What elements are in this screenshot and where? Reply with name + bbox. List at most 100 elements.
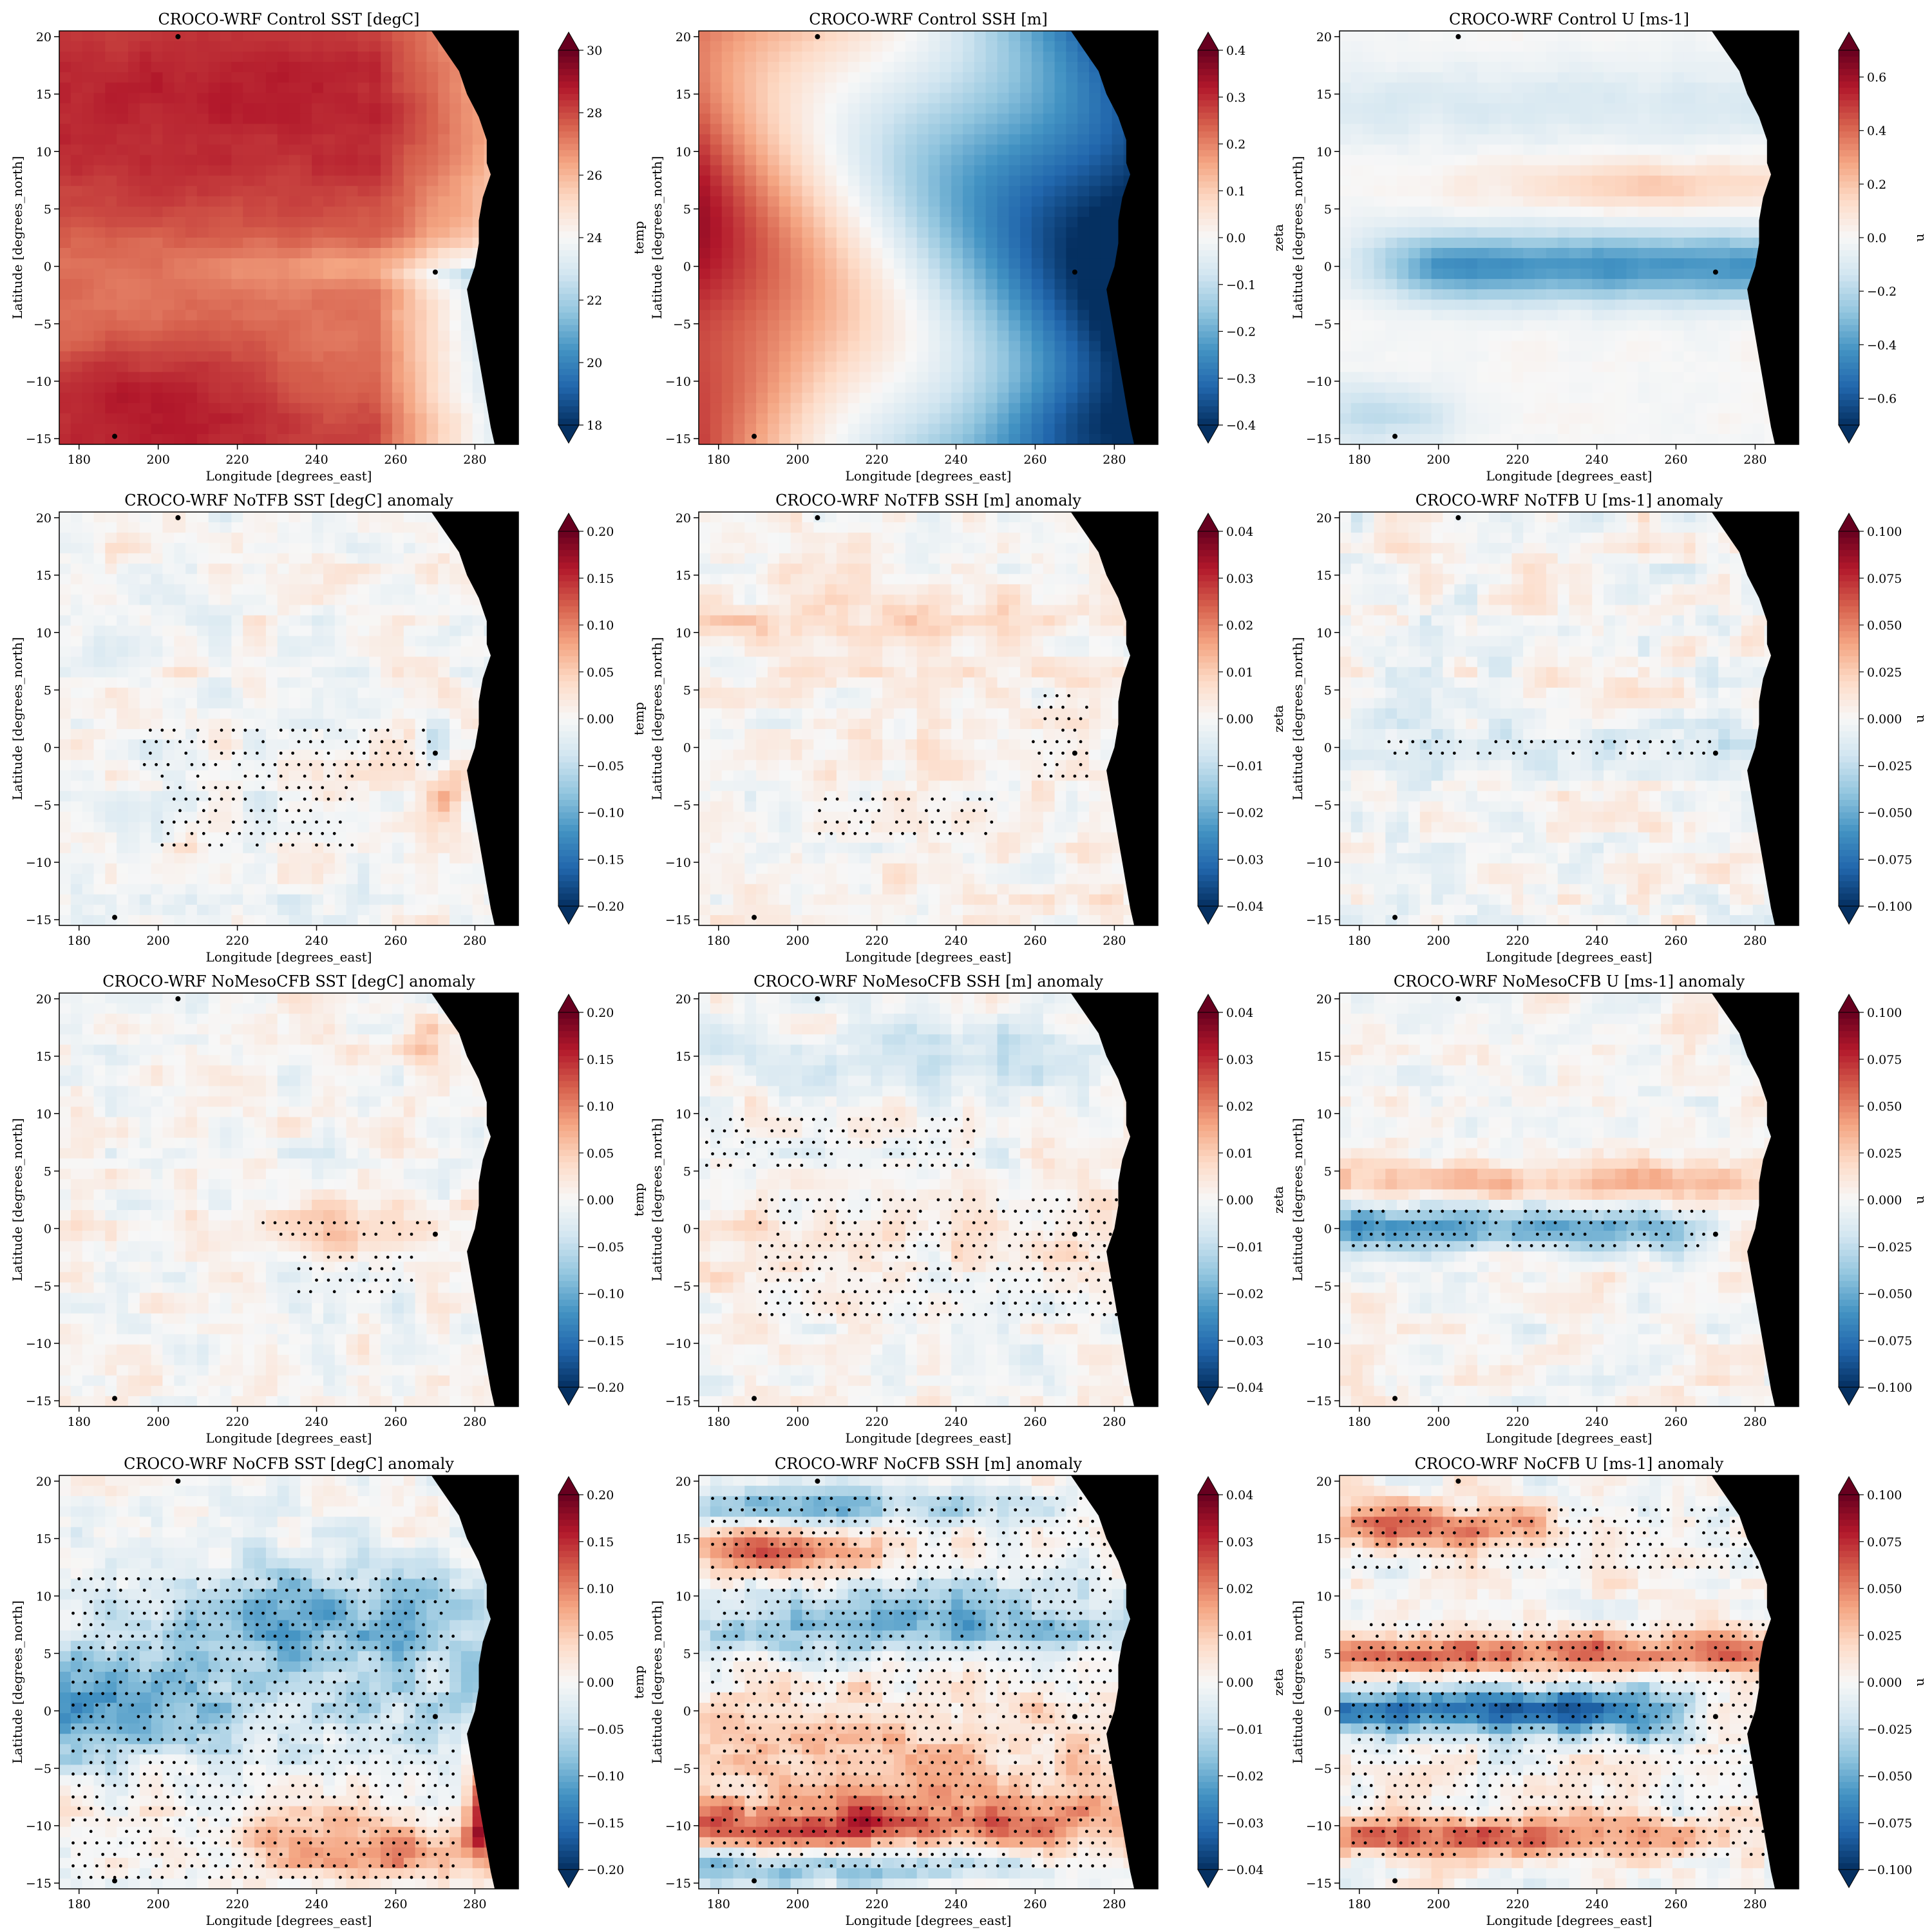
panel-title: CROCO-WRF NoCFB SST [degC] anomaly	[124, 1455, 454, 1473]
y-tick-label: 5	[683, 1164, 691, 1179]
colorbar-tick-label: −0.15	[587, 853, 624, 867]
colorbar: 0.100 0.075 0.050 0.025 0.000 −0.025 −0.050 −0.…	[1838, 512, 1927, 925]
colorbar-tick-label: 0.000	[1867, 1193, 1902, 1208]
y-tick-label: −5	[1314, 1762, 1332, 1776]
panel-9: 180 200 220 240 260 280 20 15 10 5 0 −5 −10 −15 Longit…	[1290, 972, 1927, 1446]
axes-frame	[698, 992, 1159, 1407]
colorbar-tick-label: 0.03	[1226, 572, 1253, 586]
colorbar: 0.6 0.4 0.2 0.0 −0.2 −0.4 −0.6 u	[1838, 31, 1927, 444]
x-tick-label: 240	[305, 453, 328, 467]
y-axis-label: Latitude [degrees_north]	[649, 156, 665, 319]
panel-title: CROCO-WRF NoTFB SSH [m] anomaly	[775, 491, 1081, 509]
island	[175, 996, 181, 1001]
x-axis-label: Longitude [degrees_east]	[846, 1430, 1012, 1446]
colorbar-tick-label: −0.050	[1867, 1287, 1912, 1302]
y-tick-label: 5	[1324, 1647, 1332, 1661]
y-tick-label: 15	[676, 1050, 691, 1064]
y-tick-label: −5	[1314, 1280, 1332, 1294]
y-tick-label: −5	[673, 799, 691, 813]
panel-6: 180 200 220 240 260 280 20 15 10 5 0 −5 −10 −15 Longit…	[1290, 491, 1927, 965]
colorbar-tick-label: −0.15	[587, 1816, 624, 1830]
colorbar-tick-label: 24	[587, 231, 602, 245]
island	[815, 1478, 820, 1484]
x-tick-label: 260	[1664, 453, 1687, 467]
panel-title: CROCO-WRF Control SST [degC]	[158, 10, 419, 28]
panel-title: CROCO-WRF NoMesoCFB SSH [m] anomaly	[753, 972, 1103, 990]
y-axis-label: Latitude [degrees_north]	[649, 637, 665, 800]
colorbar-tick-label: −0.100	[1867, 1381, 1912, 1395]
y-tick-label: 10	[36, 1107, 52, 1121]
x-tick-label: 200	[1427, 934, 1450, 948]
colorbar-extend-min	[1838, 1869, 1860, 1889]
colorbar-label: zeta	[1271, 1669, 1286, 1696]
colorbar-extend-min	[1197, 905, 1219, 925]
colorbar-tick-label: 0.05	[587, 1629, 614, 1643]
y-tick-label: −10	[1306, 1819, 1332, 1833]
colorbar-tick-label: 0.10	[587, 1582, 614, 1596]
y-axis-label: Latitude [degrees_north]	[10, 637, 25, 800]
y-tick-label: 10	[1316, 1107, 1332, 1121]
colorbar: 0.20 0.15 0.10 0.05 0.00 −0.05 −0.10 −0.15 −0.20…	[558, 1475, 647, 1889]
colorbar: 0.100 0.075 0.050 0.025 0.000 −0.025 −0.050 −0.…	[1838, 1475, 1927, 1889]
colorbar-tick-label: 0.15	[587, 572, 614, 586]
x-tick-label: 200	[786, 453, 810, 467]
colorbar-extend-min	[558, 1869, 580, 1889]
colorbar-tick-label: 0.00	[1226, 712, 1253, 726]
x-axis-label: Longitude [degrees_east]	[846, 1913, 1012, 1928]
panel-5: 180 200 220 240 260 280 20 15 10 5 0 −5 −10 −15 Longit…	[649, 491, 1286, 965]
colorbar-tick-label: 0.000	[1867, 712, 1902, 726]
x-tick-label: 240	[944, 1415, 967, 1429]
island	[1712, 1714, 1718, 1719]
colorbar-extend-max	[1197, 993, 1219, 1013]
y-tick-label: 0	[1324, 741, 1332, 755]
x-tick-label: 180	[68, 1415, 91, 1429]
land-mask	[1711, 31, 1799, 444]
colorbar-tick-label: −0.01	[1226, 1723, 1264, 1737]
x-tick-label: 220	[1506, 1415, 1529, 1429]
colorbar: 30 28 26 24 22 20 18 temp	[558, 31, 647, 444]
colorbar-tick-label: 0.10	[587, 619, 614, 633]
y-tick-label: 20	[676, 992, 691, 1007]
island	[1455, 33, 1461, 39]
axes-frame	[698, 30, 1159, 445]
y-tick-label: −15	[665, 1877, 691, 1891]
y-tick-label: −15	[26, 432, 52, 446]
colorbar-tick-label: −0.20	[587, 1863, 624, 1877]
x-tick-label: 280	[463, 934, 486, 948]
x-tick-label: 200	[147, 1415, 170, 1429]
y-tick-label: 20	[1316, 1475, 1332, 1489]
colorbar-tick-label: 0.05	[587, 1146, 614, 1160]
y-tick-label: 0	[44, 260, 52, 274]
colorbar-tick-label: −0.075	[1867, 1334, 1912, 1348]
island	[112, 1878, 118, 1884]
x-tick-label: 180	[68, 934, 91, 948]
island	[815, 515, 820, 520]
y-tick-label: −10	[665, 1819, 691, 1833]
y-axis-label: Latitude [degrees_north]	[649, 1118, 665, 1282]
panel-12: 180 200 220 240 260 280 20 15 10 5 0 −5 −10 −15 Longit…	[1290, 1455, 1927, 1928]
colorbar-tick-label: 0.20	[587, 525, 614, 539]
x-tick-label: 280	[1103, 1897, 1126, 1911]
x-axis-label: Longitude [degrees_east]	[846, 468, 1012, 484]
x-tick-label: 240	[1585, 1415, 1608, 1429]
heatmap-field	[59, 1475, 518, 1889]
y-tick-label: 0	[683, 260, 691, 274]
island	[1392, 914, 1398, 920]
colorbar-tick-label: 18	[587, 419, 602, 433]
y-tick-label: 0	[683, 741, 691, 755]
colorbar-tick-label: −0.10	[587, 806, 624, 820]
colorbar-tick-label: 0.10	[587, 1100, 614, 1114]
y-tick-label: 0	[683, 1222, 691, 1236]
x-tick-label: 220	[865, 1415, 888, 1429]
x-tick-label: 260	[384, 1415, 407, 1429]
colorbar-extend-min	[1197, 424, 1219, 444]
y-tick-label: 15	[36, 1050, 52, 1064]
colorbar-tick-label: 0.075	[1867, 1053, 1902, 1067]
island	[1392, 1878, 1398, 1884]
x-tick-label: 200	[786, 1415, 810, 1429]
colorbar-tick-label: −0.20	[587, 900, 624, 914]
colorbar-tick-label: 0.025	[1867, 665, 1902, 679]
y-tick-label: 15	[36, 88, 52, 102]
y-tick-label: −5	[33, 1280, 52, 1294]
axes-frame	[698, 511, 1159, 926]
